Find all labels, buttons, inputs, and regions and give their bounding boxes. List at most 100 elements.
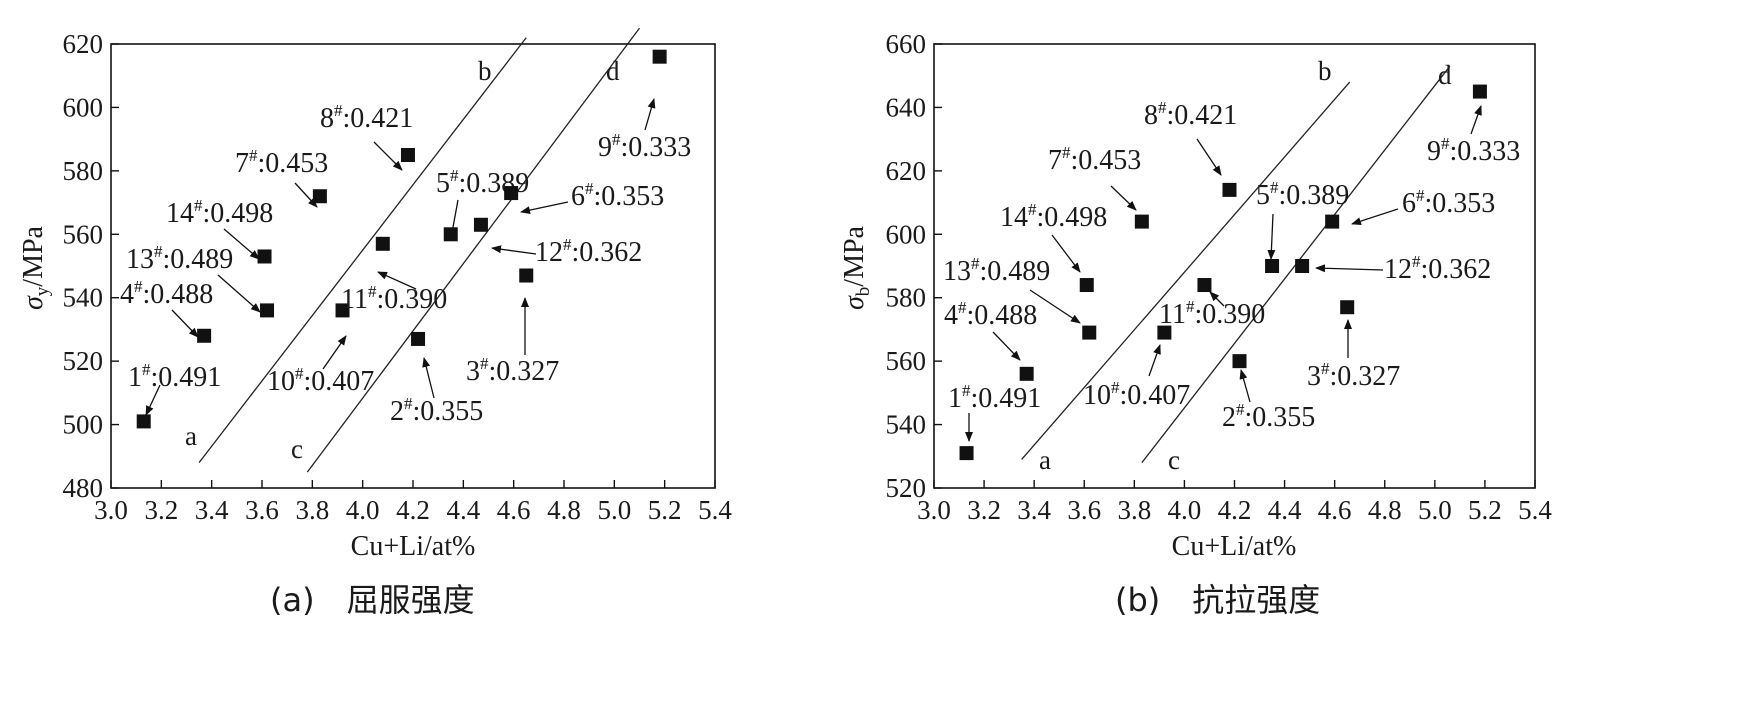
data-point-4 (1019, 366, 1034, 381)
point-annotation-7: 7#:0.453 (1048, 143, 1141, 176)
point-annotation-6: 6#:0.353 (1402, 186, 1495, 219)
data-point-14 (257, 249, 272, 264)
data-point-5 (443, 227, 458, 242)
point-annotation-14: 14#:0.498 (1000, 200, 1107, 233)
data-point-11 (1197, 278, 1212, 293)
x-tick-label: 5.0 (1418, 495, 1452, 525)
line-label-c: c (291, 434, 303, 464)
y-tick-label: 580 (886, 283, 927, 313)
line-label-b: b (1318, 56, 1332, 86)
point-annotation-6: 6#:0.353 (571, 179, 664, 212)
annotation-arrow-5 (1267, 213, 1276, 260)
annotation-arrow-10 (1148, 344, 1161, 377)
annotation-arrow-13 (1029, 289, 1081, 324)
line-label-d: d (1438, 60, 1452, 90)
point-annotation-3: 3#:0.327 (1307, 359, 1400, 392)
point-annotation-2: 2#:0.355 (1222, 400, 1315, 433)
point-annotation-9: 9#:0.333 (1427, 134, 1520, 167)
point-annotation-2: 2#:0.355 (390, 394, 483, 427)
x-axis-title: Cu+Li/at% (351, 531, 476, 562)
y-tick-label: 560 (63, 219, 104, 249)
point-annotation-4: 4#:0.488 (944, 298, 1037, 331)
x-tick-label: 3.6 (1067, 495, 1101, 525)
y-tick-label: 520 (63, 346, 104, 376)
annotation-arrow-8 (373, 141, 403, 171)
x-tick-label: 3.8 (1117, 495, 1151, 525)
data-point-9 (652, 49, 667, 64)
annotation-arrow-1 (145, 384, 161, 416)
x-tick-label: 4.6 (1318, 495, 1352, 525)
x-tick-label: 4.0 (1168, 495, 1202, 525)
x-tick-label: 4.2 (1218, 495, 1252, 525)
data-point-11 (375, 236, 390, 251)
x-tick-label: 3.6 (245, 495, 279, 525)
annotation-arrow-5 (448, 199, 459, 239)
point-annotation-10: 10#:0.407 (267, 364, 374, 397)
data-point-2 (411, 331, 426, 346)
x-axis-title: Cu+Li/at% (1172, 531, 1297, 562)
data-point-12 (1295, 259, 1310, 273)
y-axis-title: σy/MPa (18, 225, 53, 310)
line-label-a: a (1039, 445, 1051, 475)
panel-caption: (b) 抗拉强度 (1115, 581, 1320, 619)
y-tick-label: 480 (63, 473, 104, 503)
x-tick-label: 5.4 (698, 495, 732, 525)
annotation-arrow-13 (217, 274, 261, 313)
annotation-arrow-2 (1239, 369, 1251, 403)
y-tick-label: 560 (886, 346, 927, 376)
point-annotation-13: 13#:0.489 (943, 254, 1050, 287)
annotation-arrow-7 (294, 182, 318, 208)
x-tick-label: 5.2 (648, 495, 682, 525)
y-tick-label: 500 (63, 410, 104, 440)
data-point-8 (1222, 182, 1237, 197)
data-point-14 (1079, 278, 1094, 293)
y-tick-label: 540 (886, 410, 927, 440)
line-label-c: c (1168, 445, 1180, 475)
y-tick-label: 620 (886, 156, 927, 186)
data-point-12 (473, 217, 488, 232)
annotation-arrow-10 (322, 335, 347, 370)
point-annotation-12: 12#:0.362 (535, 235, 642, 268)
annotation-arrow-4 (171, 309, 199, 338)
data-point-1 (136, 414, 151, 429)
point-annotation-10: 10#:0.407 (1083, 378, 1190, 411)
data-point-7 (312, 189, 327, 204)
x-tick-label: 5.0 (597, 495, 631, 525)
x-tick-label: 3.0 (94, 495, 128, 525)
point-annotation-9: 9#:0.333 (598, 130, 691, 163)
x-tick-label: 3.4 (1017, 495, 1051, 525)
x-tick-label: 4.6 (497, 495, 531, 525)
annotation-arrow-6 (1351, 208, 1399, 226)
x-tick-label: 4.8 (547, 495, 581, 525)
annotation-arrow-9 (1470, 105, 1482, 135)
x-tick-label: 4.0 (346, 495, 380, 525)
line-label-b: b (478, 56, 492, 86)
data-point-13 (1082, 325, 1097, 340)
x-tick-label: 4.4 (1268, 495, 1302, 525)
x-tick-label: 4.8 (1368, 495, 1402, 525)
x-tick-label: 3.8 (295, 495, 329, 525)
data-point-10 (335, 303, 350, 318)
point-annotation-4: 4#:0.488 (120, 277, 213, 310)
point-annotation-5: 5#:0.389 (436, 166, 529, 199)
annotation-arrow-2 (422, 357, 435, 399)
x-tick-label: 5.2 (1468, 495, 1502, 525)
y-tick-label: 660 (886, 29, 927, 59)
annotation-arrow-11 (377, 271, 417, 290)
data-point-4 (197, 328, 212, 343)
point-annotation-8: 8#:0.421 (320, 101, 413, 134)
x-tick-label: 4.4 (446, 495, 480, 525)
y-tick-label: 540 (63, 283, 104, 313)
x-tick-label: 4.2 (396, 495, 430, 525)
data-point-9 (1472, 84, 1487, 99)
annotation-arrow-11 (1209, 291, 1225, 307)
annotation-arrow-12 (1315, 264, 1384, 273)
point-annotation-5: 5#:0.389 (1256, 178, 1349, 211)
data-point-6 (504, 186, 519, 201)
x-tick-label: 3.4 (195, 495, 229, 525)
y-tick-label: 620 (63, 29, 104, 59)
y-tick-label: 580 (63, 156, 104, 186)
point-annotation-1: 1#:0.491 (128, 360, 221, 393)
annotation-arrow-14 (223, 228, 260, 260)
